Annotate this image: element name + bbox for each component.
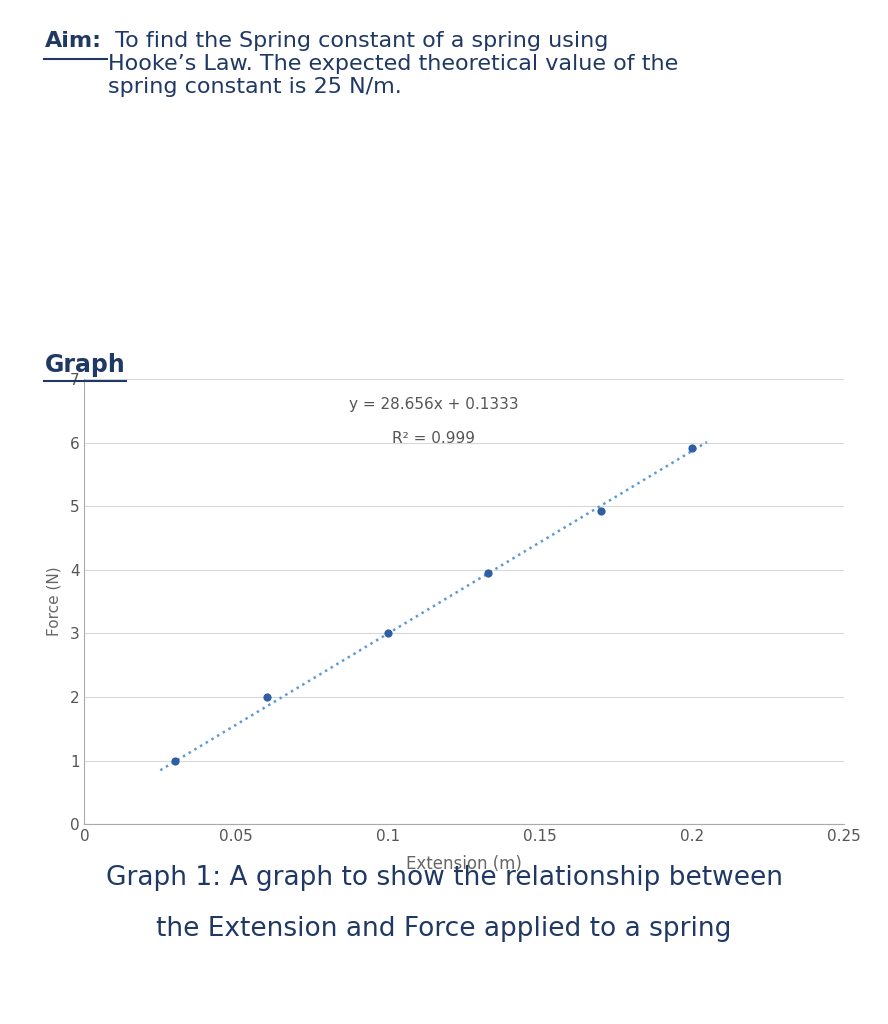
Text: Aim:: Aim:: [44, 31, 101, 51]
Text: Graph: Graph: [44, 353, 125, 377]
Y-axis label: Force (N): Force (N): [46, 567, 61, 636]
Text: R² = 0.999: R² = 0.999: [392, 431, 475, 446]
Point: [593, 503, 607, 519]
Point: [685, 439, 699, 456]
Point: [169, 753, 183, 769]
Text: Graph 1: A graph to show the relationship between: Graph 1: A graph to show the relationshi…: [106, 865, 782, 891]
Text: y = 28.656x + 0.1333: y = 28.656x + 0.1333: [349, 396, 519, 412]
Point: [481, 565, 496, 582]
Point: [381, 626, 395, 642]
X-axis label: Extension (m): Extension (m): [406, 855, 522, 873]
Text: the Extension and Force applied to a spring: the Extension and Force applied to a spr…: [156, 916, 732, 942]
Text: To find the Spring constant of a spring using
Hooke’s Law. The expected theoreti: To find the Spring constant of a spring …: [108, 31, 678, 97]
Point: [259, 689, 274, 706]
